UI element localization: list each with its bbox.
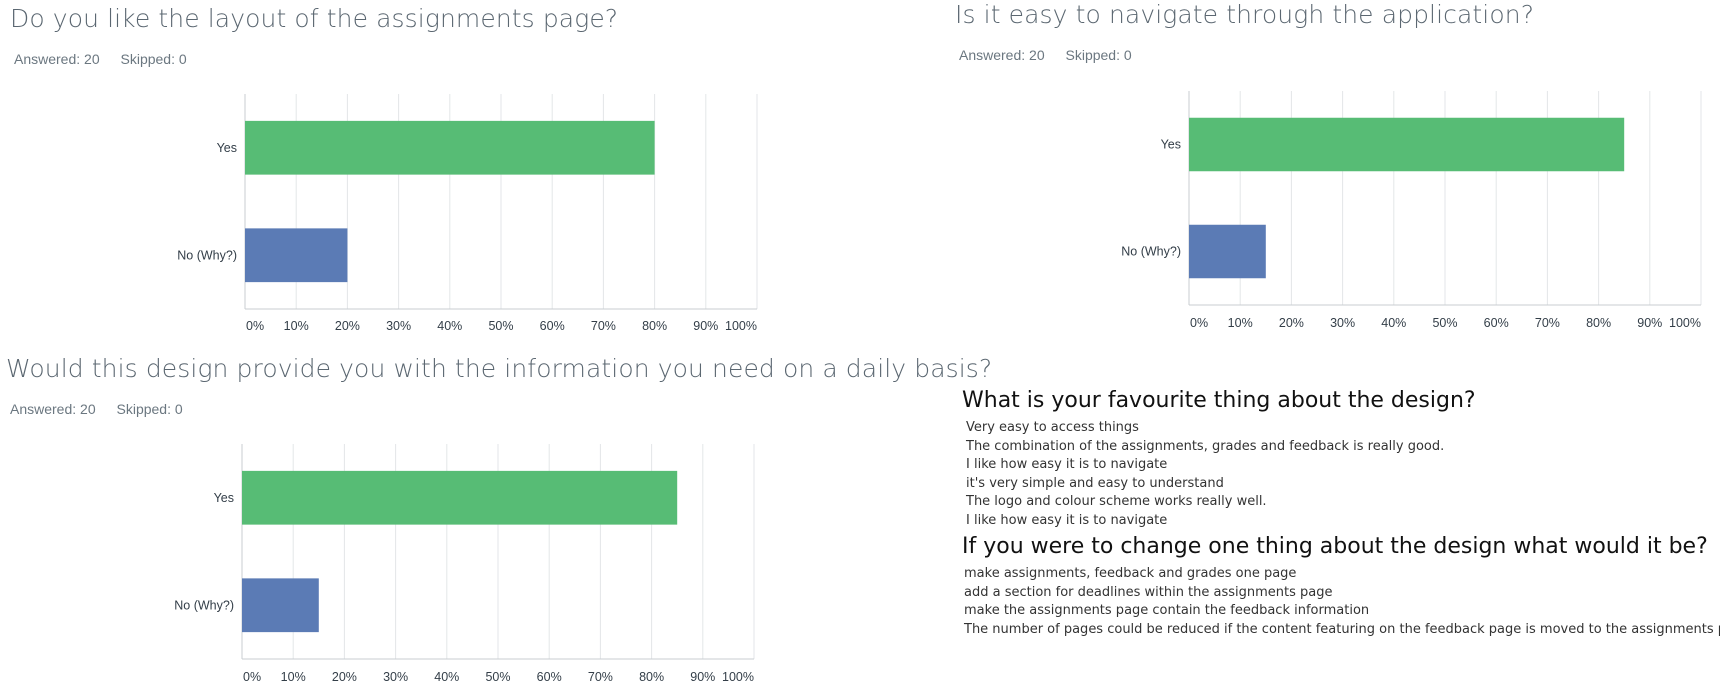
x-tick-label: 30% bbox=[386, 319, 411, 333]
x-tick-label: 100% bbox=[722, 670, 754, 684]
response-item: make the assignments page contain the fe… bbox=[964, 603, 1370, 618]
category-label: Yes bbox=[1161, 138, 1181, 152]
category-label: Yes bbox=[214, 491, 234, 505]
bar bbox=[242, 578, 319, 633]
answered-count: Answered: 20 bbox=[14, 51, 100, 67]
question-2-stats: Answered: 20 Skipped: 0 bbox=[959, 47, 1132, 63]
x-tick-label: 70% bbox=[588, 670, 613, 684]
x-tick-label: 100% bbox=[725, 319, 757, 333]
response-item: Very easy to access things bbox=[966, 420, 1139, 435]
x-tick-label: 70% bbox=[1535, 316, 1560, 330]
x-tick-label: 100% bbox=[1669, 316, 1701, 330]
question-1-stats: Answered: 20 Skipped: 0 bbox=[14, 51, 187, 67]
x-tick-label: 10% bbox=[1228, 316, 1253, 330]
question-1-title: Do you like the layout of the assignment… bbox=[10, 4, 619, 33]
skipped-count: Skipped: 0 bbox=[120, 51, 187, 67]
x-tick-label: 90% bbox=[1637, 316, 1662, 330]
favourite-thing-title: What is your favourite thing about the d… bbox=[962, 388, 1476, 413]
x-tick-label: 80% bbox=[1586, 316, 1611, 330]
x-tick-label: 40% bbox=[437, 319, 462, 333]
x-tick-label: 80% bbox=[639, 670, 664, 684]
x-tick-label: 0% bbox=[1190, 316, 1208, 330]
bar bbox=[245, 120, 655, 175]
x-tick-label: 30% bbox=[1330, 316, 1355, 330]
x-tick-label: 10% bbox=[281, 670, 306, 684]
x-tick-label: 20% bbox=[332, 670, 357, 684]
change-one-thing-section: If you were to change one thing about th… bbox=[962, 534, 1720, 639]
response-item: I like how easy it is to navigate bbox=[966, 457, 1168, 472]
x-tick-label: 60% bbox=[1484, 316, 1509, 330]
x-tick-label: 0% bbox=[246, 319, 264, 333]
favourite-thing-responses: Very easy to access things The combinati… bbox=[962, 419, 1476, 530]
favourite-thing-section: What is your favourite thing about the d… bbox=[962, 388, 1476, 530]
x-tick-label: 90% bbox=[690, 670, 715, 684]
change-one-thing-responses: make assignments, feedback and grades on… bbox=[962, 565, 1720, 639]
response-item: I like how easy it is to navigate bbox=[966, 512, 1168, 528]
x-tick-label: 20% bbox=[335, 319, 360, 333]
response-item: add a section for deadlines within the a… bbox=[964, 584, 1333, 600]
x-tick-label: 70% bbox=[591, 319, 616, 333]
x-tick-label: 10% bbox=[284, 319, 309, 333]
response-item: The combination of the assignments, grad… bbox=[966, 438, 1445, 454]
x-tick-label: 90% bbox=[693, 319, 718, 333]
x-tick-label: 30% bbox=[383, 670, 408, 684]
question-3-title: Would this design provide you with the i… bbox=[6, 354, 993, 383]
x-tick-label: 60% bbox=[540, 319, 565, 333]
bar bbox=[242, 470, 678, 525]
answered-count: Answered: 20 bbox=[959, 47, 1045, 63]
category-label: Yes bbox=[217, 141, 237, 155]
response-item: it's very simple and easy to understand bbox=[966, 475, 1224, 491]
response-item: make assignments, feedback and grades on… bbox=[964, 566, 1297, 581]
x-tick-label: 50% bbox=[485, 670, 510, 684]
bar bbox=[1189, 224, 1266, 279]
category-label: No (Why?) bbox=[177, 248, 237, 262]
bar bbox=[245, 228, 348, 283]
change-one-thing-title: If you were to change one thing about th… bbox=[962, 534, 1708, 559]
x-tick-label: 0% bbox=[243, 670, 261, 684]
x-tick-label: 20% bbox=[1279, 316, 1304, 330]
skipped-count: Skipped: 0 bbox=[116, 401, 183, 417]
category-label: No (Why?) bbox=[1121, 245, 1181, 259]
response-item: The logo and colour scheme works really … bbox=[966, 494, 1267, 509]
x-tick-label: 50% bbox=[1432, 316, 1457, 330]
category-label: No (Why?) bbox=[174, 598, 234, 612]
skipped-count: Skipped: 0 bbox=[1065, 47, 1132, 63]
response-item: The number of pages could be reduced if … bbox=[964, 621, 1720, 637]
answered-count: Answered: 20 bbox=[10, 401, 96, 417]
question-2-title: Is it easy to navigate through the appli… bbox=[955, 0, 1535, 29]
x-tick-label: 40% bbox=[434, 670, 459, 684]
bar bbox=[1189, 117, 1625, 172]
x-tick-label: 60% bbox=[537, 670, 562, 684]
x-tick-label: 40% bbox=[1381, 316, 1406, 330]
x-tick-label: 80% bbox=[642, 319, 667, 333]
x-tick-label: 50% bbox=[488, 319, 513, 333]
question-3-stats: Answered: 20 Skipped: 0 bbox=[10, 401, 183, 417]
